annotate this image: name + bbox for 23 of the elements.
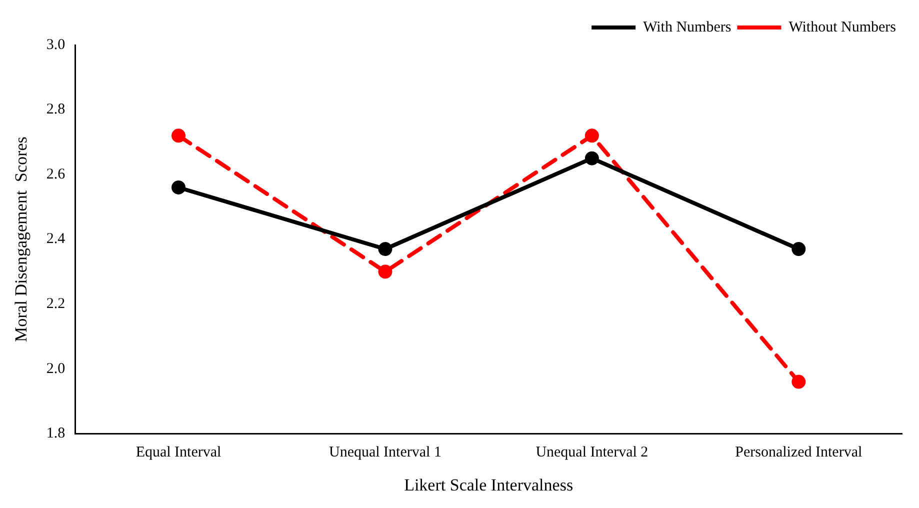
- x-tick-label: Personalized Interval: [735, 444, 862, 461]
- point: [584, 151, 599, 166]
- y-tick-label: 2.6: [46, 166, 66, 182]
- point: [172, 128, 186, 143]
- x-tick-label: Unequal Interval 1: [328, 444, 442, 461]
- point: [584, 128, 599, 143]
- legend-label: Without Numbers: [788, 19, 896, 36]
- y-tick-label: 3.0: [46, 36, 66, 53]
- point: [792, 242, 806, 256]
- y-tick-label: 2.2: [46, 296, 66, 312]
- legend-label: With Numbers: [643, 19, 732, 36]
- point: [378, 242, 392, 256]
- point: [378, 264, 392, 279]
- point: [172, 180, 186, 194]
- y-axis-title: Moral Disengagement Scores: [12, 136, 31, 342]
- y-tick-label: 2.8: [46, 102, 66, 118]
- y-tick-label: 2.4: [46, 231, 66, 248]
- point: [792, 374, 806, 389]
- y-tick-label: 1.8: [46, 426, 66, 442]
- x-tick-label: Equal Interval: [136, 444, 222, 461]
- x-axis-title: Likert Scale Intervalness: [404, 475, 574, 494]
- y-tick-label: 2.0: [46, 360, 66, 377]
- x-tick-label: Unequal Interval 2: [536, 444, 648, 461]
